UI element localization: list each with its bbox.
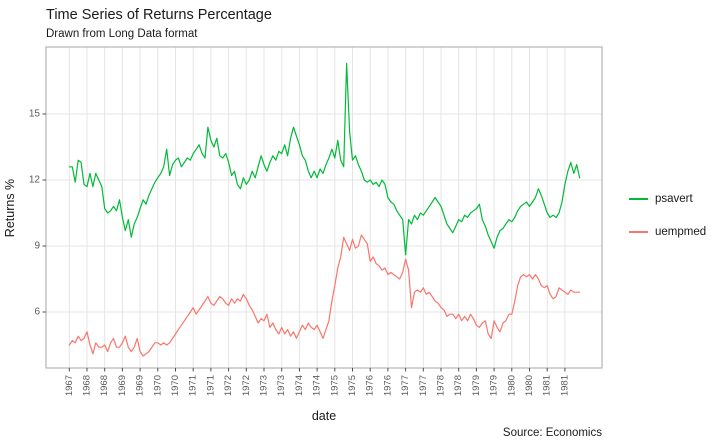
panel-border [45, 46, 603, 369]
x-tick-label: 1979 [489, 375, 500, 396]
x-tick-label: 1976 [382, 375, 393, 396]
x-tick-label: 1969 [117, 375, 128, 396]
x-tick-label: 1976 [365, 375, 376, 396]
legend-item-uempmed: uempmed [629, 222, 706, 242]
y-tick-label: 15 [29, 109, 41, 120]
y-tick-label: 12 [29, 175, 41, 186]
panel-background [46, 47, 602, 368]
x-tick-label: 1972 [241, 375, 252, 396]
legend-label-uempmed: uempmed [655, 226, 707, 238]
y-tick-label: 9 [34, 241, 40, 252]
x-tick-label: 1970 [170, 375, 181, 396]
legend: psavert uempmed [629, 189, 706, 255]
x-tick-label: 1977 [418, 375, 429, 396]
y-axis-title: Returns % [3, 178, 17, 238]
x-tick-label: 1974 [312, 375, 323, 396]
x-tick-label: 1970 [152, 375, 163, 396]
x-tick-label: 1968 [82, 375, 93, 396]
uempmed-line-swatch [629, 231, 648, 233]
y-tick-label: 6 [34, 307, 40, 318]
x-tick-label: 1980 [506, 375, 517, 396]
x-tick-label: 1979 [471, 375, 482, 396]
x-tick-label: 1981 [542, 375, 553, 396]
legend-item-psavert: psavert [629, 189, 706, 209]
chart-subtitle: Drawn from Long Data format [46, 28, 198, 40]
x-tick-label: 1973 [259, 375, 270, 396]
x-axis-title: date [311, 409, 337, 423]
x-tick-label: 1971 [205, 375, 216, 396]
legend-label-psavert: psavert [655, 193, 693, 205]
x-tick-label: 1977 [400, 375, 411, 396]
x-tick-label: 1975 [347, 375, 358, 396]
x-tick-label: 1973 [276, 375, 287, 396]
uempmed-line [68, 234, 581, 357]
x-tick-label: 1975 [329, 375, 340, 396]
source-caption: Source: Economics [502, 427, 602, 439]
x-tick-label: 1972 [223, 375, 234, 396]
x-tick-label: 1981 [559, 375, 570, 396]
x-tick-label: 1978 [436, 375, 447, 396]
x-tick-label: 1974 [294, 375, 305, 396]
chart-title: Time Series of Returns Percentage [46, 7, 272, 23]
psavert-line-swatch [629, 198, 648, 200]
x-tick-label: 1978 [453, 375, 464, 396]
x-tick-label: 1967 [64, 375, 75, 396]
x-tick-label: 1971 [188, 375, 199, 396]
x-tick-label: 1968 [99, 375, 110, 396]
x-tick-label: 1969 [135, 375, 146, 396]
psavert-line [68, 62, 581, 256]
x-tick-label: 1980 [524, 375, 535, 396]
